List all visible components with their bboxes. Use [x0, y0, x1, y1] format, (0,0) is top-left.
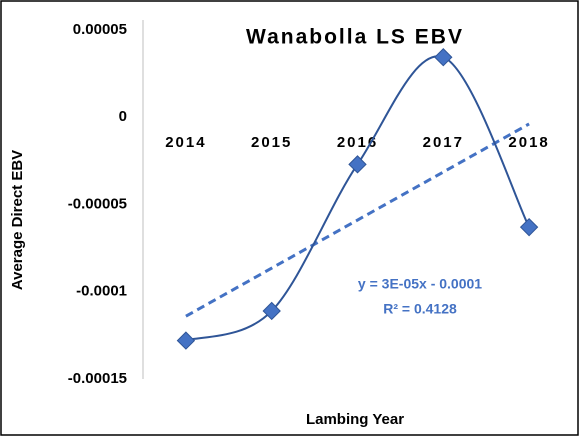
- x-tick-label: 2014: [165, 134, 206, 151]
- data-line: [185, 55, 530, 342]
- data-marker: [348, 155, 367, 174]
- y-axis-label: Average Direct EBV: [9, 150, 26, 290]
- x-axis-label: Lambing Year: [306, 411, 404, 428]
- y-tick-label: -0.0001: [76, 283, 127, 300]
- data-marker: [176, 331, 196, 350]
- y-tick-label: 0.00005: [73, 21, 127, 38]
- data-marker: [434, 48, 453, 67]
- y-tick-label: 0: [119, 108, 127, 125]
- data-marker: [262, 301, 281, 321]
- y-tick-label: -0.00005: [68, 195, 127, 212]
- trendline-equation: y = 3E-05x - 0.0001: [358, 276, 482, 292]
- x-tick-label: 2018: [508, 134, 549, 151]
- x-tick-label: 2017: [423, 134, 464, 151]
- chart-title: Wanabolla LS EBV: [246, 26, 464, 49]
- data-marker: [519, 217, 539, 237]
- trendline: [185, 122, 530, 318]
- x-tick-label: 2015: [251, 134, 292, 151]
- trendline-r-squared: R² = 0.4128: [383, 301, 457, 317]
- y-tick-label: -0.00015: [68, 370, 127, 387]
- x-tick-label: 2016: [337, 134, 378, 151]
